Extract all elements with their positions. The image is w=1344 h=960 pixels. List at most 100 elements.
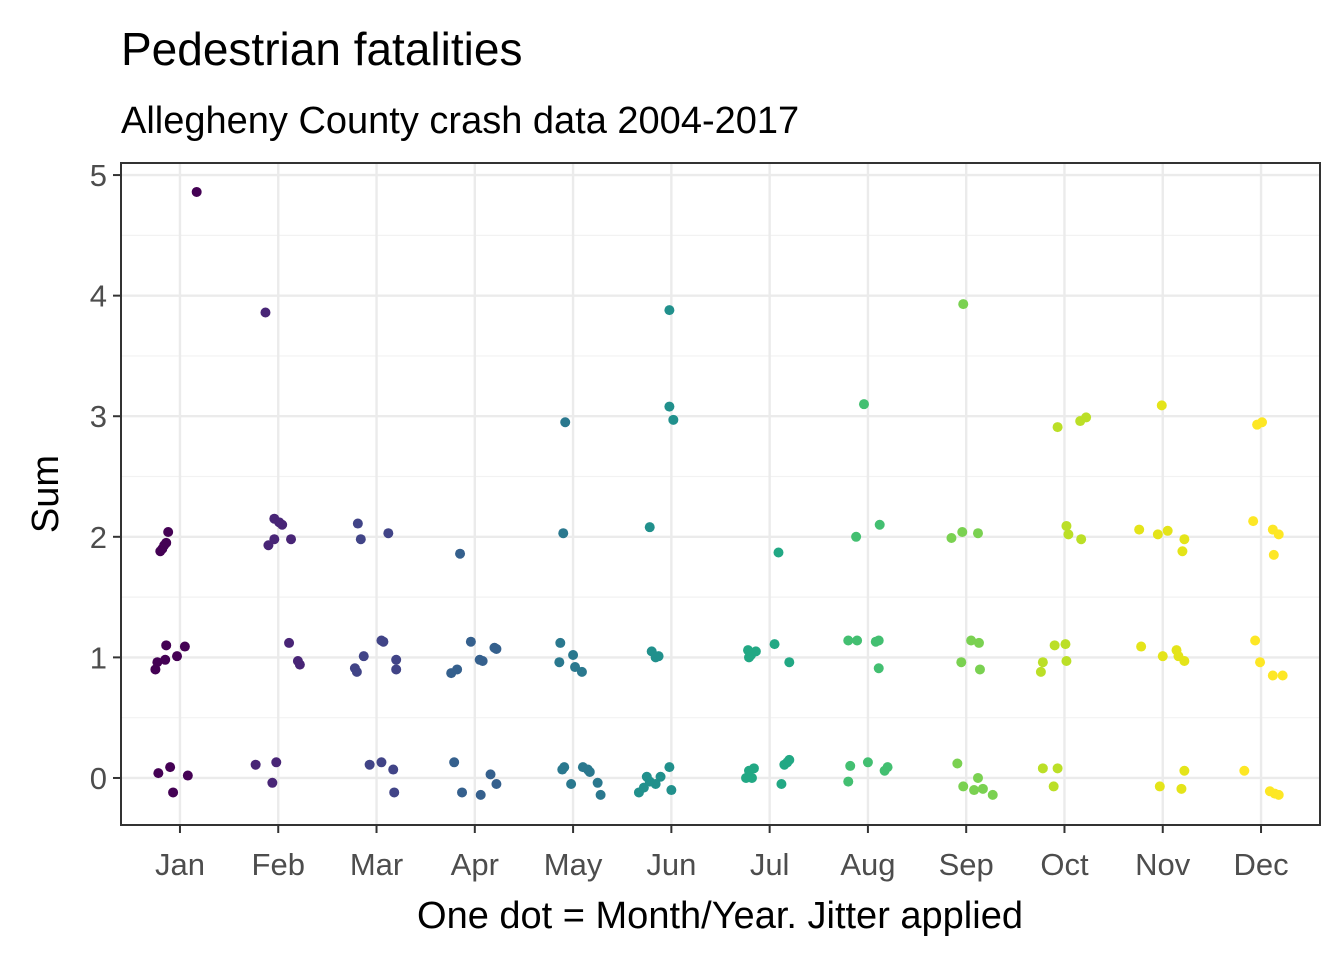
data-point-feb [284, 637, 295, 648]
data-point-sep [977, 783, 988, 794]
data-point-mar [376, 757, 387, 768]
plot-panel-border [120, 162, 1321, 826]
data-point-mar [391, 654, 402, 665]
x-tick-label: Mar [350, 847, 403, 882]
data-point-sep [973, 637, 984, 648]
data-point-aug [843, 776, 854, 787]
data-point-may [554, 657, 565, 668]
data-point-apr [455, 548, 466, 559]
data-point-oct [1081, 412, 1092, 423]
data-point-jan [161, 537, 172, 548]
data-point-dec [1250, 635, 1261, 646]
data-point-mar [376, 635, 387, 646]
data-point-mar [358, 651, 369, 662]
data-point-feb [267, 777, 278, 788]
data-point-jan [168, 787, 179, 798]
data-point-nov [1179, 534, 1190, 545]
data-point-feb [269, 534, 280, 545]
data-point-jan [163, 526, 174, 537]
data-point-oct [1063, 529, 1074, 540]
data-point-jan [182, 770, 193, 781]
data-point-jun [650, 652, 661, 663]
data-point-sep [956, 657, 967, 668]
data-point-dec [1268, 549, 1279, 560]
data-points [150, 186, 1288, 800]
data-point-jul [773, 547, 784, 558]
data-point-aug [845, 760, 856, 771]
data-point-dec [1255, 657, 1266, 668]
data-point-jan [172, 651, 183, 662]
data-point-jul [776, 779, 787, 790]
data-point-jul [744, 652, 755, 663]
y-tick-label: 1 [90, 640, 107, 675]
x-tick-label: Jul [750, 847, 790, 882]
x-axis: Jan Feb Mar Apr May Jun Jul Aug Sep Oct Nov Dec [155, 825, 1289, 882]
data-point-may [595, 789, 606, 800]
x-tick-label: Oct [1040, 847, 1089, 882]
x-tick-label: Sep [939, 847, 994, 882]
data-point-mar [355, 534, 366, 545]
data-point-oct [1052, 422, 1063, 433]
data-point-jul [769, 639, 780, 650]
data-point-oct [1037, 763, 1048, 774]
data-point-nov [1156, 400, 1167, 411]
data-point-feb [294, 659, 305, 670]
data-point-jun [664, 305, 675, 316]
data-point-oct [1060, 639, 1071, 650]
data-point-apr [449, 757, 460, 768]
data-point-aug [852, 635, 863, 646]
data-point-mar [383, 528, 394, 539]
data-point-jul [744, 765, 755, 776]
data-point-nov [1134, 524, 1145, 535]
data-point-aug [858, 399, 869, 410]
data-point-nov [1179, 765, 1190, 776]
data-point-jan [179, 641, 190, 652]
data-point-dec [1252, 419, 1263, 430]
data-point-may [559, 762, 570, 773]
data-point-may [592, 777, 603, 788]
data-point-aug [851, 531, 862, 542]
data-point-aug [874, 519, 885, 530]
major-gridlines [121, 163, 1320, 825]
data-point-feb [250, 759, 261, 770]
data-point-nov [1136, 641, 1147, 652]
data-point-may [568, 649, 579, 660]
x-axis-title: One dot = Month/Year. Jitter applied [417, 895, 1023, 937]
data-point-sep [958, 299, 969, 310]
data-point-nov [1157, 651, 1168, 662]
data-point-sep [987, 789, 998, 800]
x-tick-label: Nov [1135, 847, 1191, 882]
data-point-apr [475, 789, 486, 800]
data-point-jul [784, 657, 795, 668]
data-point-apr [457, 787, 468, 798]
data-point-jun [664, 401, 675, 412]
data-point-nov [1154, 781, 1165, 792]
data-point-jun [644, 522, 655, 533]
data-point-aug [862, 757, 873, 768]
data-point-nov [1162, 525, 1173, 536]
data-point-dec [1273, 529, 1284, 540]
data-point-nov [1177, 546, 1188, 557]
data-point-nov [1176, 783, 1187, 794]
data-point-dec [1273, 789, 1284, 800]
data-point-feb [286, 534, 297, 545]
data-point-aug [873, 635, 884, 646]
data-point-mar [352, 518, 363, 529]
data-point-oct [1049, 640, 1060, 651]
data-point-may [576, 666, 587, 677]
data-point-apr [452, 664, 463, 675]
x-tick-label: Dec [1233, 847, 1288, 882]
data-point-may [584, 766, 595, 777]
data-point-jul [750, 646, 761, 657]
data-point-mar [391, 664, 402, 675]
x-tick-label: Aug [840, 847, 895, 882]
x-tick-label: Apr [451, 847, 499, 882]
data-point-mar [388, 764, 399, 775]
data-point-nov [1179, 656, 1190, 667]
data-point-jun [655, 771, 666, 782]
data-point-jun [666, 785, 677, 796]
data-point-feb [260, 307, 271, 318]
data-point-mar [351, 666, 362, 677]
data-point-may [566, 779, 577, 790]
data-point-aug [882, 762, 893, 773]
